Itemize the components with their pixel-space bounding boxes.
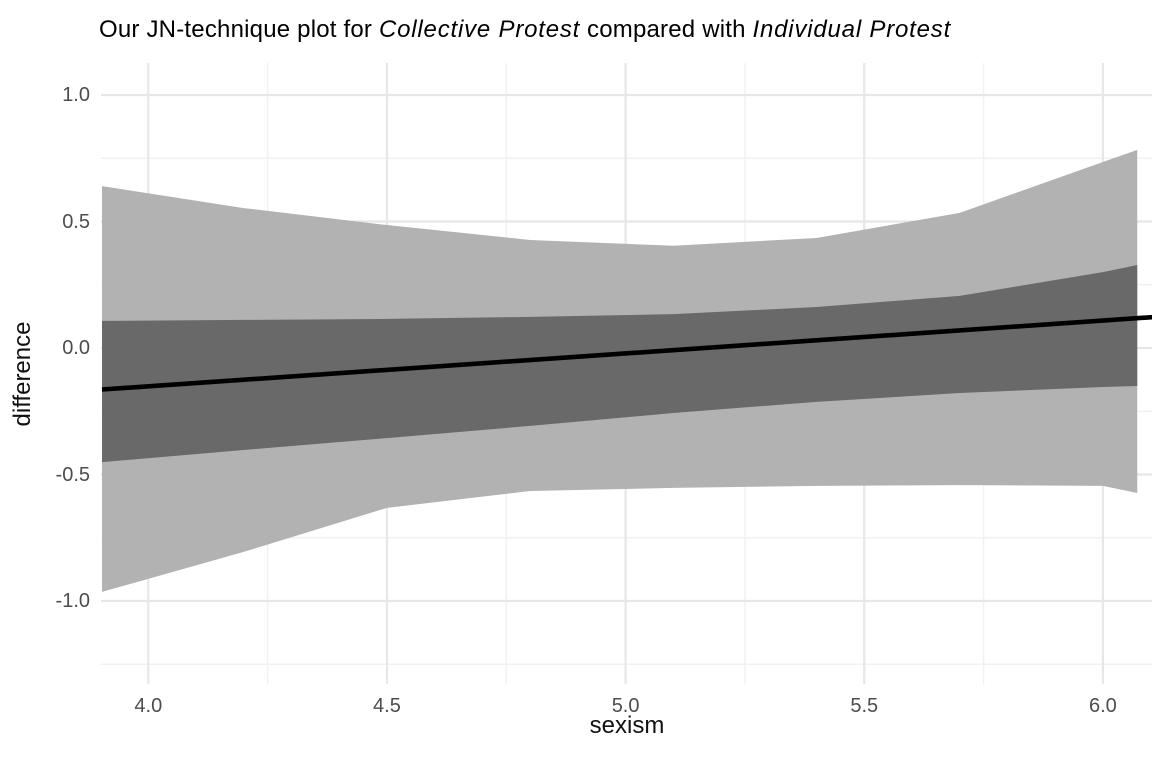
estimate-line <box>101 314 1152 392</box>
plot-title-text-2: compared with <box>580 16 753 43</box>
x-tick-label: 4.5 <box>373 695 401 717</box>
x-tick-label: 6.0 <box>1088 695 1117 717</box>
y-tick-label: 0.5 <box>62 210 90 233</box>
x-tick-label: 5.5 <box>850 695 879 717</box>
plot-title-italic-collective-protest: Collective Protest <box>379 16 581 43</box>
y-tick-label: 0.0 <box>62 337 90 359</box>
y-tick-label: -0.5 <box>55 463 90 486</box>
x-axis-title: sexism <box>589 712 665 739</box>
y-tick-label: -1.0 <box>55 590 90 612</box>
plot-title-italic-individual-protest: Individual Protest <box>752 16 952 43</box>
plot-title: Our JN-technique plot for Collective Pro… <box>99 16 951 44</box>
x-tick-label: 5.0 <box>611 695 640 717</box>
x-tick-label: 4.0 <box>134 695 163 717</box>
y-axis-title: difference <box>9 321 36 427</box>
inner-confidence-band <box>102 265 1138 463</box>
y-tick-label: 1.0 <box>62 84 90 106</box>
plot-title-text: Our JN-technique plot for <box>99 16 379 43</box>
